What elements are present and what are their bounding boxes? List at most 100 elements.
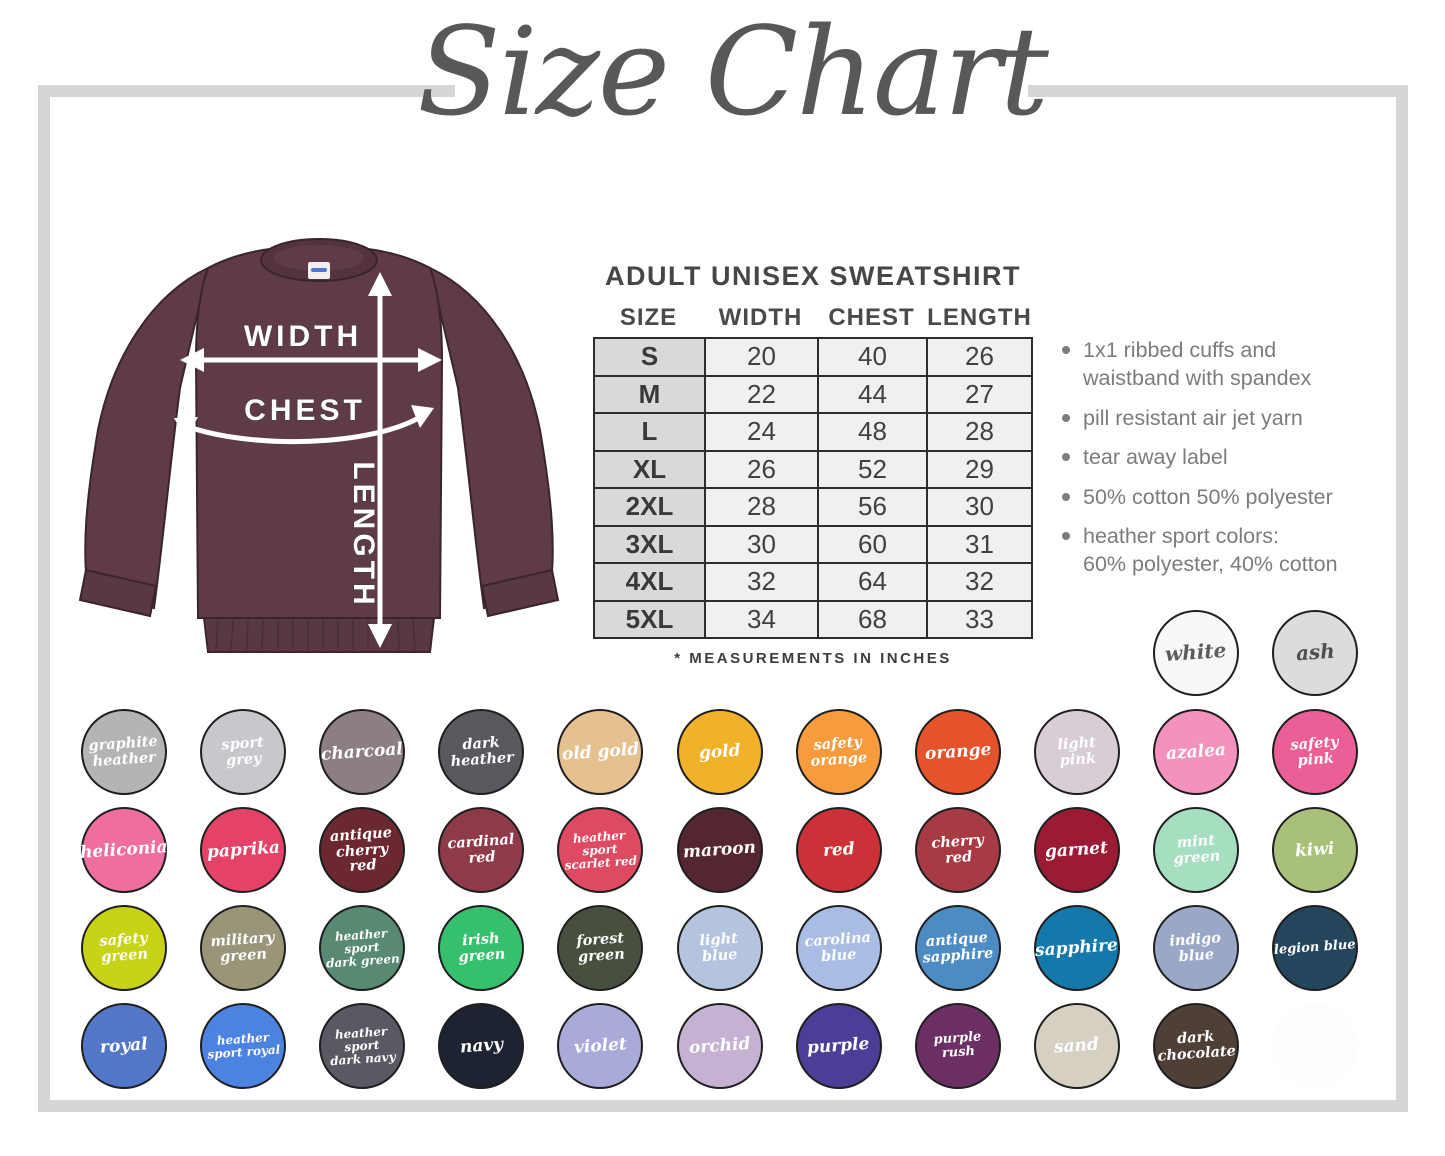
swatch-label: military green (209, 929, 276, 966)
size-row-5XL: 5XL 34 68 33 (595, 599, 1031, 637)
color-swatch-purple: purple (795, 1003, 882, 1089)
color-swatch-forest-green: forest green (557, 905, 644, 991)
swatch-label: dark heather (449, 734, 514, 771)
color-swatch-safety-green: safety green (81, 905, 167, 991)
feature-item: pill resistant air jet yarn (1062, 404, 1414, 432)
color-swatch-heather-sport-scarlet-red: heather sport scarlet red (557, 807, 644, 893)
swatch-label: heather sport scarlet red (564, 827, 638, 872)
color-swatch-heather-sport-dark-navy: heather sport dark navy (319, 1003, 406, 1089)
collar-inner (274, 245, 364, 271)
swatch-label: heather sport dark navy (329, 1023, 397, 1068)
color-swatch-purple-rush: purple rush (914, 1003, 1001, 1089)
color-swatch-military-green: military green (200, 905, 287, 991)
color-swatch-indigo-blue: indigo blue (1152, 905, 1239, 991)
bullet-icon (1062, 413, 1070, 422)
feature-list: 1x1 ribbed cuffs and waistband with span… (1062, 336, 1414, 590)
length-label: LENGTH (347, 461, 380, 608)
swatch-label: cardinal red (446, 831, 515, 867)
measurement-cell: 30 (704, 526, 817, 562)
frame-border-right (1396, 85, 1408, 1112)
width-label: WIDTH (244, 320, 362, 353)
swatch-label: indigo blue (1169, 929, 1222, 966)
frame-border-top-right (1028, 85, 1408, 97)
size-row-L: L 24 48 28 (595, 412, 1031, 450)
measurement-cell: 29 (926, 451, 1031, 487)
swatch-label: legion blue (1273, 937, 1357, 958)
color-swatch-light-pink: light pink (1033, 709, 1120, 795)
left-cuff (78, 568, 158, 618)
swatch-label: violet (573, 1033, 628, 1058)
color-swatch-heliconia: heliconia (79, 807, 169, 893)
color-swatch-garnet: garnet (1033, 807, 1120, 893)
measurement-cell: 20 (704, 339, 817, 375)
brand-logo-icon (311, 268, 327, 272)
column-header-size: SIZE (619, 304, 678, 331)
measurement-cell: 32 (926, 564, 1031, 600)
measurement-cell: 27 (926, 376, 1031, 412)
chest-label: CHEST (244, 394, 366, 427)
swatch-label: graphite heather (88, 732, 159, 771)
left-sleeve (84, 266, 210, 610)
swatch-label: sport grey (220, 733, 265, 770)
feature-text: heather sport colors: 60% polyester, 40%… (1083, 523, 1338, 577)
swatch-label: purple (806, 1033, 871, 1058)
swatch-label: light pink (1056, 734, 1096, 770)
swatch-label: light blue (699, 930, 739, 966)
color-swatch-ash: ash (1272, 610, 1358, 696)
swatch-label: red (822, 838, 856, 861)
color-swatch-azalea: azalea (1152, 709, 1239, 795)
measurement-cell: 26 (926, 339, 1031, 375)
size-row-4XL: 4XL 32 64 32 (595, 562, 1031, 600)
feature-text: pill resistant air jet yarn (1083, 405, 1303, 430)
measurement-cell: 32 (704, 564, 817, 600)
color-swatch-light-blue: light blue (676, 905, 763, 991)
color-swatch-mint-green: mint green (1152, 807, 1239, 893)
swatch-label: mint green (1172, 832, 1221, 868)
color-swatch-red: red (795, 807, 882, 893)
size-cell: 2XL (595, 489, 704, 525)
size-row-XL: XL 26 52 29 (595, 449, 1031, 487)
swatch-label: sand (1053, 1034, 1100, 1058)
color-swatch-antique-cherry-red: antique cherry red (319, 807, 406, 893)
color-swatch-sand: sand (1033, 1003, 1120, 1089)
color-swatch-cherry-red: cherry red (914, 807, 1001, 893)
page-title: Size Chart (417, 1, 1049, 143)
swatch-label: old gold (561, 739, 640, 765)
color-swatch-antique-sapphire: antique sapphire (914, 905, 1001, 991)
measurement-cell: 52 (817, 451, 926, 487)
table-footnote: * MEASUREMENTS IN INCHES (674, 650, 952, 667)
color-swatch-cardinal-red: cardinal red (438, 807, 525, 893)
size-row-S: S 20 40 26 (595, 339, 1031, 375)
measurement-cell: 44 (817, 376, 926, 412)
feature-item: heather sport colors: 60% polyester, 40%… (1062, 522, 1414, 579)
measurement-cell: 64 (817, 564, 926, 600)
swatch-label: heather sport royal (206, 1030, 281, 1062)
color-swatch-gold: gold (676, 709, 763, 795)
measurement-cell: 30 (926, 489, 1031, 525)
sweatshirt-diagram: WIDTH CHEST LENGTH (58, 220, 580, 689)
measurement-cell: 40 (817, 339, 926, 375)
swatch-label: maroon (682, 837, 757, 863)
swatch-label: cherry red (930, 831, 984, 867)
size-cell: L (595, 414, 704, 450)
bullet-icon (1062, 492, 1070, 501)
swatch-label: azalea (1165, 739, 1227, 764)
color-swatch-irish-green: irish green (438, 905, 525, 991)
size-table-header: SIZE WIDTH CHEST LENGTH (593, 304, 1033, 332)
color-swatch-dark-chocolate: dark chocolate (1152, 1003, 1239, 1089)
waistband-ribbing (215, 619, 416, 651)
color-swatch-sport-grey: sport grey (200, 709, 287, 795)
color-swatch-violet: violet (557, 1003, 644, 1089)
color-swatch-orchid: orchid (676, 1003, 763, 1089)
measurement-cell: 28 (704, 489, 817, 525)
size-cell: 4XL (595, 564, 704, 600)
swatch-label: royal (99, 1034, 149, 1058)
swatch-label: paprika (205, 837, 281, 863)
color-swatch-white: white (1153, 610, 1239, 696)
swatch-label: heliconia (79, 836, 169, 863)
product-heading: ADULT UNISEX SWEATSHIRT (605, 261, 1021, 291)
color-swatch-heather-sport-dark-green: heather sport dark green (319, 905, 406, 991)
swatch-label: garnet (1044, 837, 1109, 862)
feature-text: tear away label (1083, 445, 1228, 470)
